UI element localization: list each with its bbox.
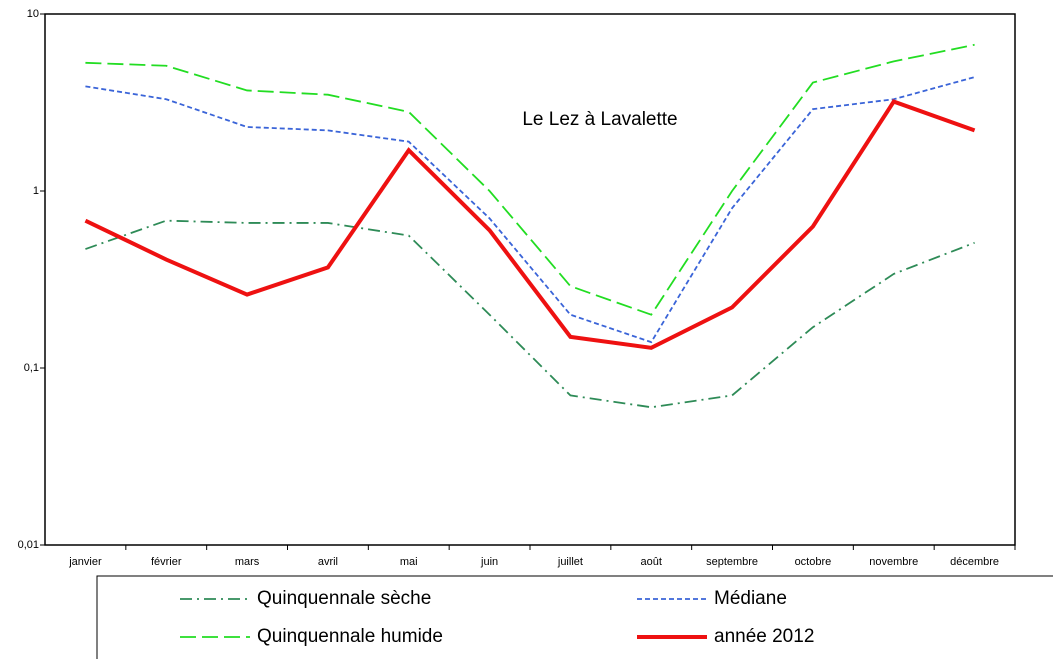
x-tick-label: avril: [318, 556, 338, 568]
x-tick-label: octobre: [795, 556, 832, 568]
x-tick-label: décembre: [950, 556, 999, 568]
x-tick-label: novembre: [869, 556, 918, 568]
plot-frame: [44, 13, 1016, 546]
legend-label: Quinquennale sèche: [257, 588, 431, 609]
x-tick-label: février: [151, 556, 182, 568]
y-tick-label: 10: [27, 8, 39, 20]
x-tick-label: mars: [235, 556, 260, 568]
x-tick-label: juillet: [557, 556, 583, 568]
legend-label: année 2012: [714, 626, 814, 647]
y-tick-label: 0,01: [18, 539, 39, 551]
legend-box: [96, 575, 1053, 659]
chart-title: Le Lez à Lavalette: [522, 109, 677, 130]
x-tick-label: août: [641, 556, 662, 568]
y-tick-label: 0,1: [24, 362, 39, 374]
series-line: [85, 219, 975, 409]
series-line: [84, 99, 976, 350]
series-line: [85, 43, 975, 316]
x-tick-label: janvier: [68, 556, 102, 568]
series-line: [85, 76, 975, 344]
x-tick-label: juin: [480, 556, 498, 568]
x-tick-label: septembre: [706, 556, 758, 568]
legend-label: Médiane: [714, 588, 787, 609]
x-tick-label: mai: [400, 556, 418, 568]
legend-label: Quinquennale humide: [257, 626, 443, 647]
y-tick-label: 1: [33, 185, 39, 197]
